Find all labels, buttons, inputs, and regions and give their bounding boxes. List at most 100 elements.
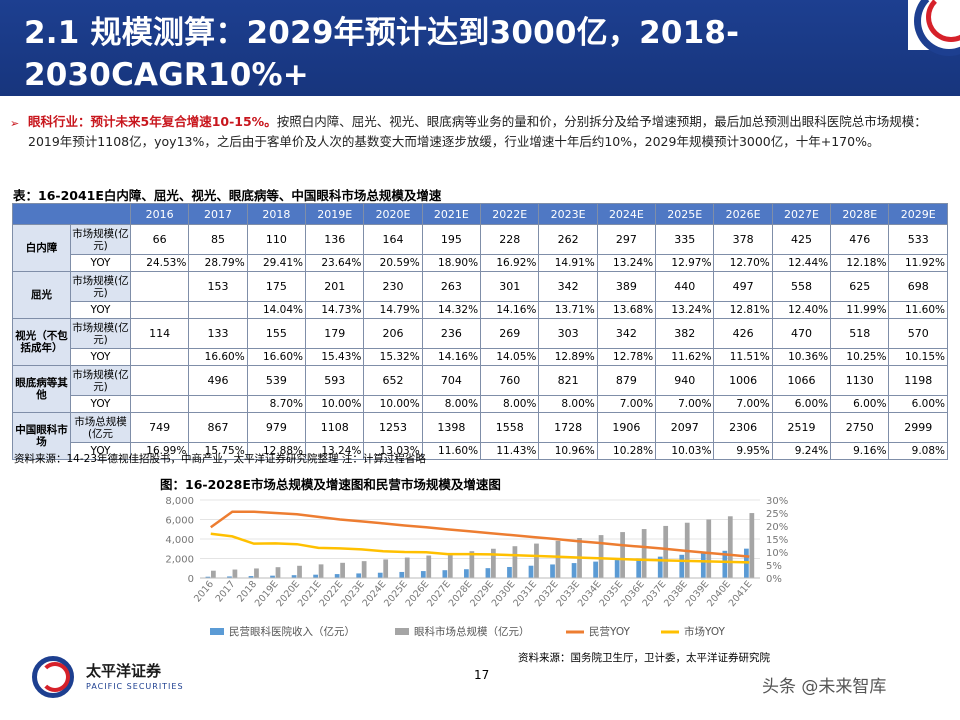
bar-total-market — [447, 553, 453, 578]
bar-total-market — [555, 540, 561, 578]
table-header-year: 2022E — [480, 203, 540, 225]
table-cell: 440 — [655, 271, 715, 302]
bar-private-revenue — [270, 575, 275, 578]
table-header-year: 2021E — [421, 203, 482, 225]
table-cell: 533 — [888, 224, 948, 255]
bar-private-revenue — [507, 566, 512, 578]
bar-private-revenue — [657, 556, 663, 578]
table-row-yoy: YOY 16.99% 15.75% 12.88% 13.24% 13.03% 11.60% 1… — [13, 442, 948, 460]
page-number: 17 — [474, 668, 490, 682]
company-logo: 太平洋证券 PACIFIC SECURITIES — [28, 652, 208, 702]
x-tick-label: 2016 — [192, 579, 216, 605]
table-cell: 12.18% — [830, 254, 890, 272]
bar-total-market — [469, 551, 475, 578]
bar-private-revenue — [700, 552, 706, 578]
table-header-year: 2023E — [538, 203, 598, 225]
table-cell: 8.00% — [480, 395, 540, 413]
table-cell: 2519 — [771, 412, 832, 443]
x-tick-label: 2041E — [727, 579, 755, 609]
table-cell: 1398 — [421, 412, 482, 443]
bar-private-revenue — [205, 576, 211, 578]
table-cell: 14.91% — [538, 254, 598, 272]
table-row-name: 视光（不包括成年） — [12, 318, 71, 366]
table-cell: 12.81% — [713, 301, 773, 319]
bar-total-market — [361, 561, 367, 578]
table-cell: 8.00% — [538, 395, 598, 413]
table-cell: 6.00% — [771, 395, 832, 413]
bar-private-revenue — [571, 563, 577, 578]
table-cell: 11.92% — [888, 254, 948, 272]
table-cell: 11.43% — [480, 442, 540, 460]
bar-private-revenue — [334, 574, 340, 578]
table-cell: 539 — [246, 365, 307, 396]
table-cell: 593 — [305, 365, 365, 396]
table-cell: 821 — [538, 365, 598, 396]
bar-private-revenue — [248, 576, 254, 578]
bullet-paragraph: ➢ 眼科行业：预计未来5年复合增速10-15%。按照白内障、屈光、视光、眼底病等… — [10, 112, 955, 152]
arrow-bullet-icon: ➢ — [10, 117, 20, 130]
table-header-year: 2028E — [830, 203, 890, 225]
bar-total-market — [232, 569, 238, 578]
table-row: 白内障 市场规模(亿元) 66 85 110 136 164 195 228 262 297 335 3… — [12, 224, 948, 272]
table-cell: 382 — [655, 318, 715, 349]
company-name-en: PACIFIC SECURITIES — [86, 682, 184, 691]
table-cell: 155 — [246, 318, 307, 349]
market-chart: 0 2,000 4,000 6,000 8,000 0% 5% 10% 15% 20% 25% 30%… — [165, 496, 788, 638]
table-cell: 7.00% — [596, 395, 657, 413]
table-cell: 16.92% — [480, 254, 540, 272]
table-cell: 497 — [713, 271, 773, 302]
table-metric-label: 市场规模(亿元) — [70, 271, 131, 302]
bar-total-market — [749, 513, 755, 578]
table-cell: 85 — [188, 224, 248, 255]
bar-private-revenue — [291, 575, 297, 578]
company-name: 太平洋证券 — [86, 662, 162, 680]
bar-private-revenue — [528, 565, 534, 578]
table-cell — [129, 348, 190, 366]
bar-private-revenue — [356, 573, 362, 578]
table-cell — [129, 365, 190, 396]
watermark: 头条 @未来智库 — [762, 677, 887, 697]
table-cell: 10.03% — [655, 442, 715, 460]
bar-private-revenue — [485, 568, 491, 578]
table-cell: 7.00% — [655, 395, 715, 413]
table-cell: 12.88% — [246, 442, 307, 460]
table-row: 视光（不包括成年） 市场规模(亿元) 114 133 155 179 206 236 269 30… — [12, 318, 948, 366]
table-header-year: 2026E — [713, 203, 773, 225]
table-yoy-label: YOY — [70, 254, 131, 272]
chart-title: 图：16-2028E市场总规模及增速图和民营市场规模及增速图 — [160, 477, 501, 492]
table-cell: 24.53% — [129, 254, 190, 272]
bar-private-revenue — [614, 560, 620, 578]
table-cell: 6.00% — [830, 395, 890, 413]
table-cell: 15.43% — [305, 348, 365, 366]
table-title: 表：16-2041E白内障、屈光、视光、眼底病等、中国眼科市场总规模及增速 — [13, 188, 442, 203]
table-cell: 16.60% — [188, 348, 248, 366]
table-cell: 8.70% — [246, 395, 307, 413]
table-cell: 13.24% — [655, 301, 715, 319]
table-cell: 15.32% — [363, 348, 423, 366]
table-cell: 263 — [421, 271, 482, 302]
table-header-year: 2025E — [655, 203, 715, 225]
table-cell: 14.16% — [421, 348, 482, 366]
table-row-name: 屈光 — [12, 271, 71, 319]
table-cell: 9.24% — [771, 442, 832, 460]
y-right-tick-label: 5% — [766, 561, 782, 572]
legend-label: 眼科市场总规模（亿元） — [414, 625, 530, 638]
bar-total-market — [620, 532, 625, 578]
bar-private-revenue — [420, 571, 426, 578]
table-cell: 133 — [188, 318, 248, 349]
y-right-tick-label: 0% — [766, 574, 782, 585]
table-cell: 164 — [363, 224, 423, 255]
table-cell: 206 — [363, 318, 423, 349]
table-cell: 114 — [129, 318, 190, 349]
table-cell: 262 — [538, 224, 598, 255]
table-cell: 28.79% — [188, 254, 248, 272]
bar-private-revenue — [399, 571, 405, 578]
chart-source: 资料来源：国务院卫生厅，卫计委，太平洋证券研究院 — [518, 652, 770, 664]
bar-private-revenue — [313, 574, 318, 578]
table-cell: 426 — [713, 318, 773, 349]
table-cell: 704 — [421, 365, 482, 396]
table-cell: 1728 — [538, 412, 598, 443]
bar-private-revenue — [636, 558, 642, 578]
table-cell: 12.89% — [538, 348, 598, 366]
table-cell: 14.16% — [480, 301, 540, 319]
